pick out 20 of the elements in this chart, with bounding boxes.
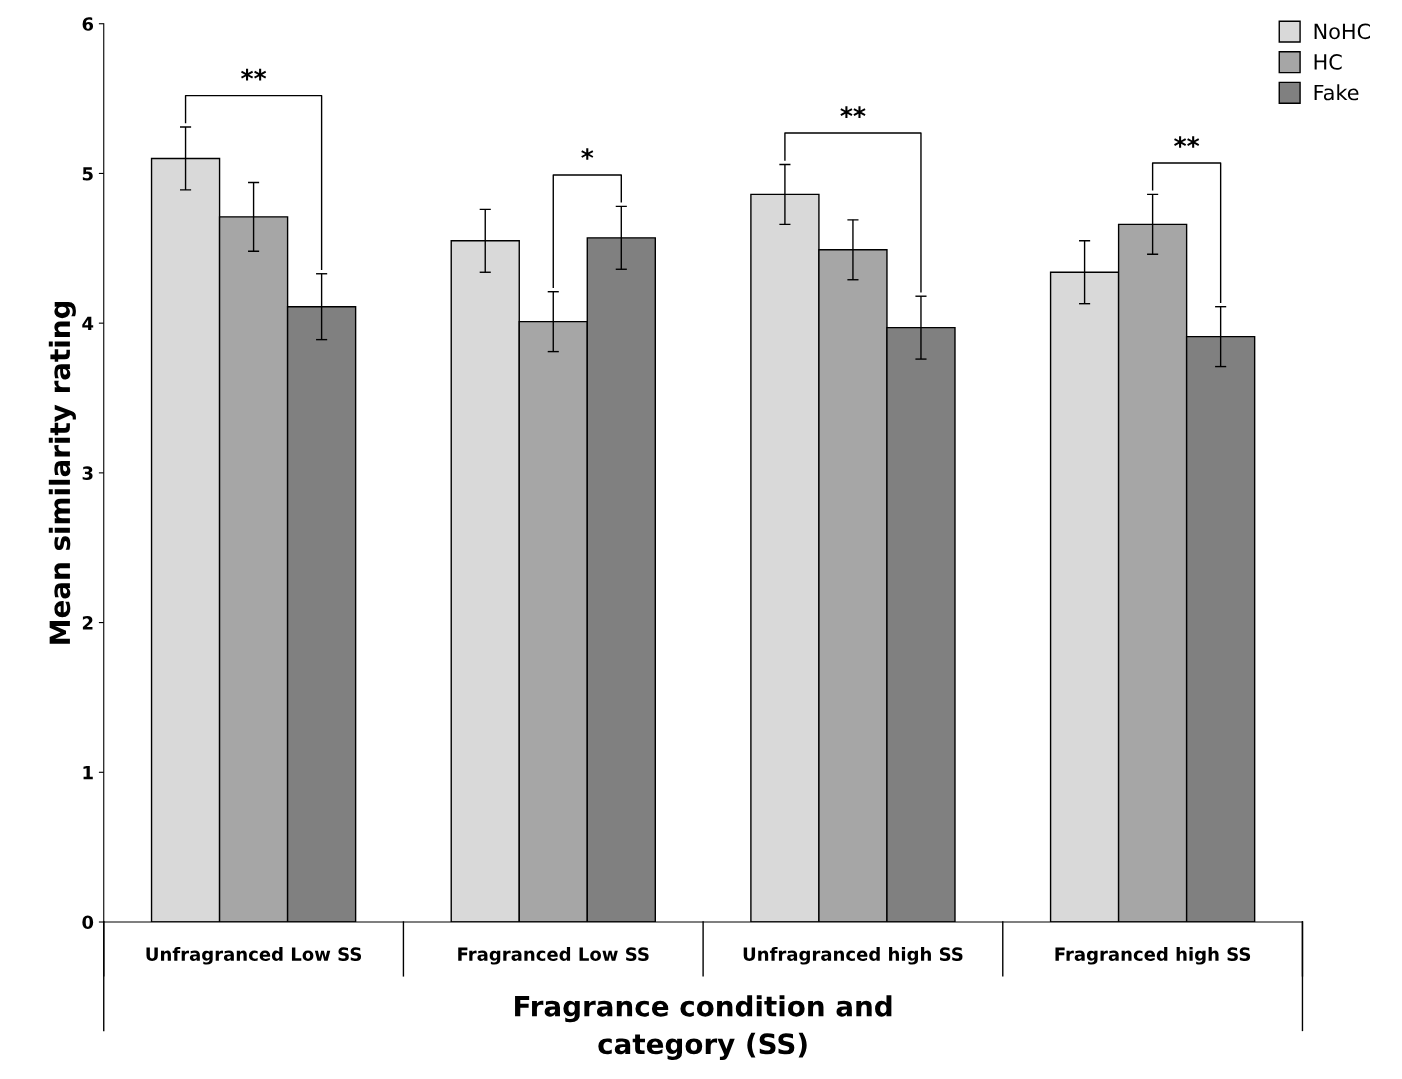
annotation: ** [1174,136,1200,148]
annotation: ** [840,106,866,118]
annotation: * [581,148,594,160]
annotation: ** [241,68,267,81]
x-tick-label: Unfragranced Low SS [146,947,362,965]
legend-label: HC [1314,54,1342,70]
y-tick-label: 6 [82,17,94,31]
y-tick-label: 5 [82,167,93,181]
y-tick-label: 4 [82,316,94,331]
y-tick-label: 0 [82,915,94,930]
legend-label: Fake [1314,84,1359,101]
x-axis-title: Fragrance condition and category (SS) [515,995,892,1060]
y-tick-label: 3 [82,466,93,480]
y-axis-title: Mean similarity rating [48,301,76,644]
y-tick-label: 2 [82,616,93,630]
legend-label: NoHC [1314,23,1370,40]
x-tick-label: Fragranced Low SS [458,947,649,965]
y-tick-label: 1 [83,765,93,780]
x-tick-label: Unfragranced high SS [743,947,963,965]
x-tick-label: Fragranced high SS [1055,947,1251,965]
